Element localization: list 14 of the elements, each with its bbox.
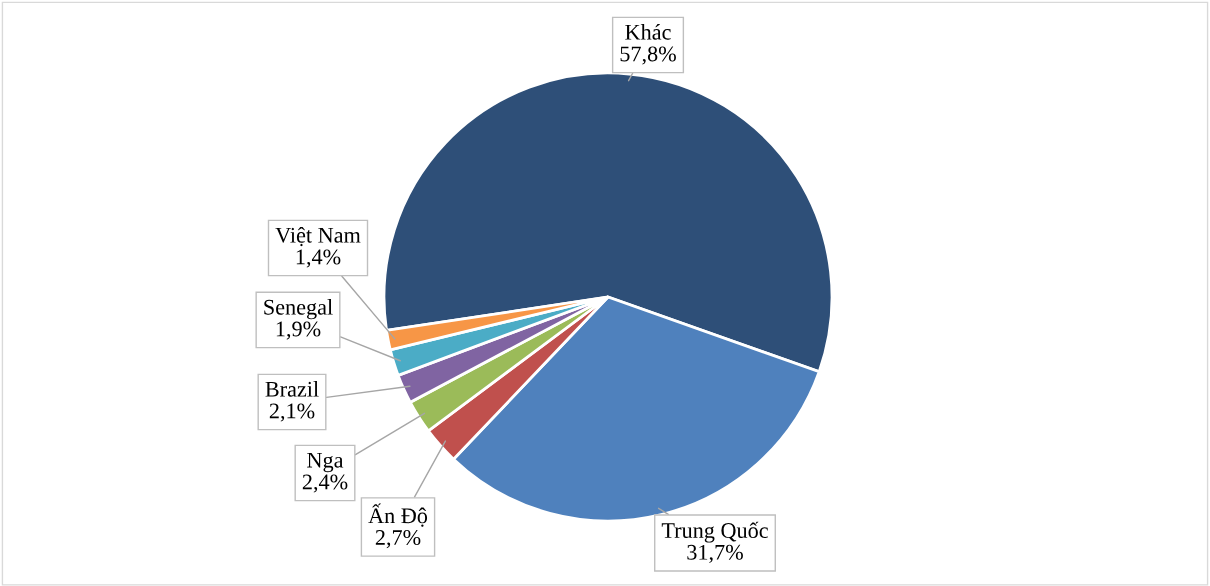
slice-label: Việt Nam	[275, 227, 361, 247]
data-label: 2,7%	[375, 530, 421, 549]
slice-label: Brazil	[265, 381, 319, 397]
slice-label: Ấn Độ	[368, 503, 428, 527]
data-label: 1,9%	[276, 321, 321, 340]
slice-label: Trung Quốc	[661, 521, 768, 543]
data-label: 2,1%	[269, 403, 315, 422]
slice-label: Khác	[625, 24, 671, 40]
data-label: 31,7%	[687, 544, 743, 563]
data-label: 1,4%	[296, 249, 341, 268]
data-label: 2,4%	[302, 474, 348, 493]
slice-label: Nga	[307, 452, 344, 473]
slice-label: Senegal	[264, 299, 333, 320]
data-label: 57,8%	[620, 46, 676, 65]
